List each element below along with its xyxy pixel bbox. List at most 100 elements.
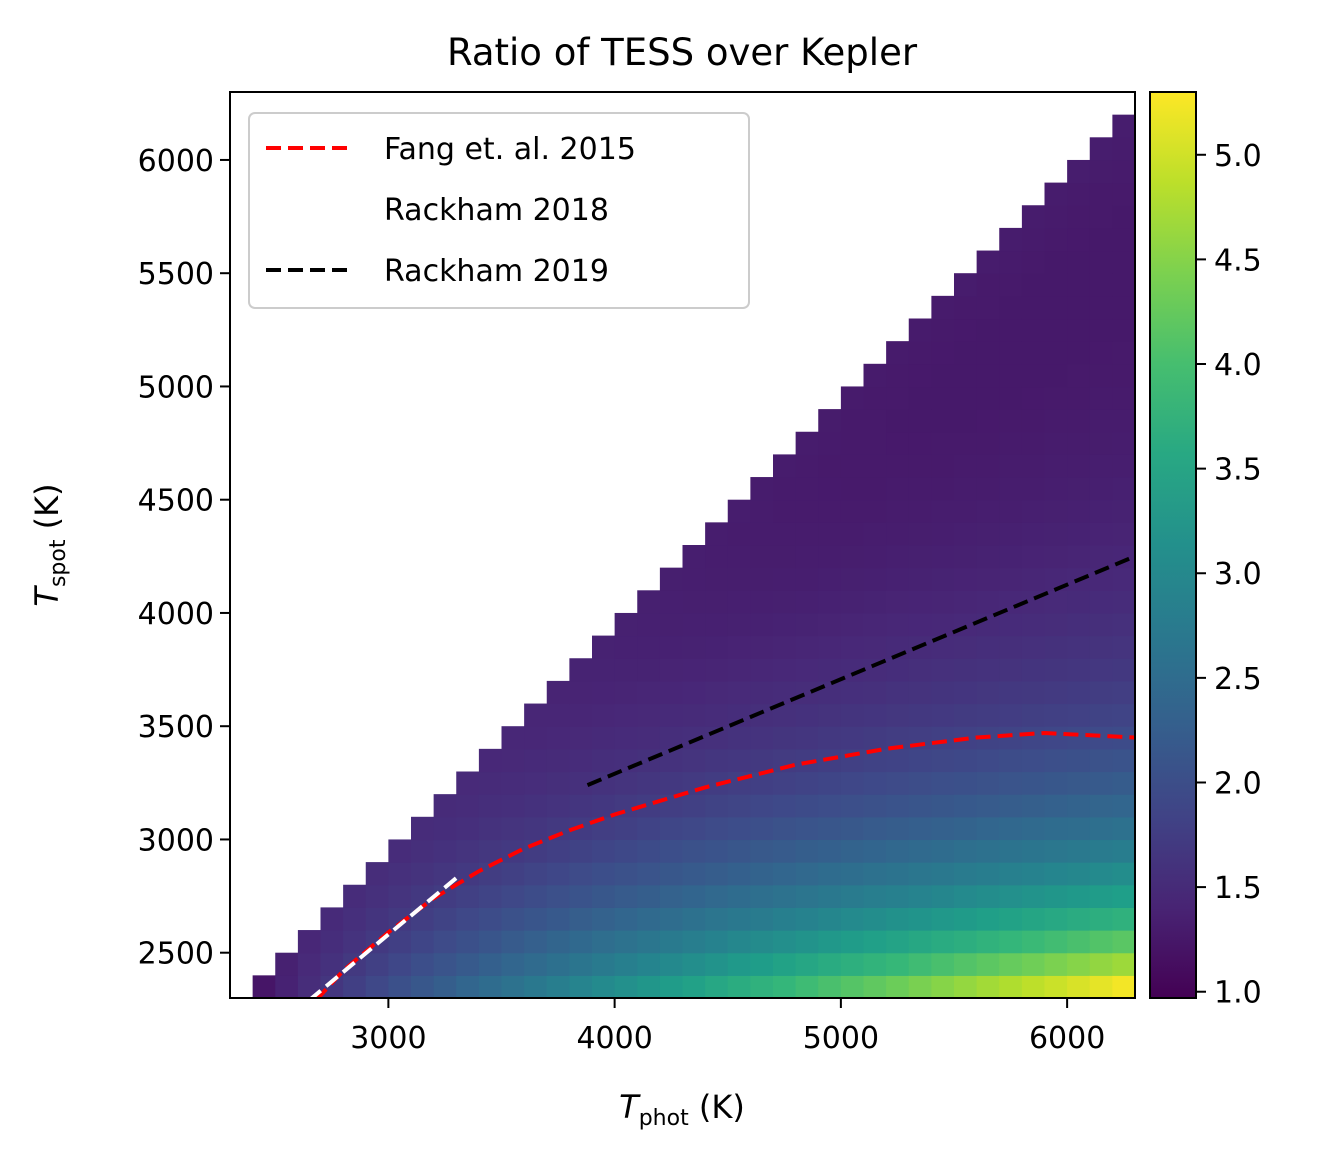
heatmap-cell [705,658,729,682]
heatmap-cell [908,748,932,773]
heatmap-cell [818,590,842,614]
heatmap-cell [1067,703,1091,727]
heatmap-cell [886,930,910,954]
heatmap-cell [931,341,955,365]
heatmap-cell [501,930,525,954]
heatmap-cell [614,930,638,954]
heatmap-cell [456,816,480,841]
heatmap-cell [931,771,955,795]
heatmap-cell [252,975,276,999]
heatmap-cell [773,590,797,614]
heatmap-cell [659,612,684,637]
heatmap-cell [818,545,842,569]
heatmap-cell [727,816,751,841]
heatmap-cell [886,748,910,773]
heatmap-cell [659,726,684,750]
heatmap-cell [1067,726,1091,750]
heatmap-cell [1089,273,1113,297]
heatmap-cell [886,726,910,750]
heatmap-cell [840,680,865,705]
heatmap-cell [931,975,955,999]
heatmap-cell [999,341,1023,365]
heatmap-cell [569,952,593,976]
heatmap-cell [1021,884,1046,908]
colorbar-tick-label: 1.5 [1214,871,1262,906]
heatmap-cell [524,771,548,795]
heatmap-cell [863,839,887,863]
heatmap-cell [275,975,299,999]
heatmap-cell [637,930,661,954]
heatmap-cell [886,816,910,841]
heatmap-cell [365,952,389,976]
heatmap-cell [795,612,819,637]
heatmap-cell [1021,545,1046,569]
heatmap-cell [682,794,706,818]
heatmap-cell [954,386,978,410]
heatmap-cell [659,884,684,908]
heatmap-cell [411,952,435,976]
heatmap-cell [818,794,842,818]
heatmap-cell [1112,816,1136,841]
x-axis-label: Tphot (K) [619,1088,745,1131]
heatmap-cell [569,703,593,727]
heatmap-cell [727,658,751,682]
heatmap-cell [705,839,729,863]
heatmap-cell [863,499,887,523]
heatmap-cell [931,295,955,320]
heatmap-cell [524,703,548,727]
heatmap-cell [524,794,548,818]
heatmap-cell [818,454,842,478]
heatmap-cell [908,884,932,908]
heatmap-cell [818,680,842,705]
heatmap-cell [931,612,955,637]
heatmap-cell [524,726,548,750]
heatmap-cell [1089,590,1113,614]
heatmap-cell [976,839,1000,863]
heatmap-cell [637,612,661,637]
heatmap-cell [546,748,570,773]
heatmap-cell [1067,318,1091,342]
heatmap-cell [999,726,1023,750]
heatmap-cell [886,386,910,410]
heatmap-cell [1112,658,1136,682]
heatmap-cell [773,794,797,818]
heatmap-cell [976,590,1000,614]
heatmap-cell [1021,431,1046,455]
heatmap-cell [999,680,1023,705]
heatmap-cell [1044,431,1068,455]
heatmap-cell [886,794,910,818]
heatmap-cell [478,952,503,976]
heatmap-cell [976,341,1000,365]
heatmap-cell [818,862,842,886]
heatmap-cell [795,658,819,682]
heatmap-cell [682,703,706,727]
heatmap-cell [546,952,570,976]
heatmap-cell [999,522,1023,546]
heatmap-cell [388,952,412,976]
series-line [586,554,1135,787]
heatmap-cell [818,612,842,637]
heatmap-cell [795,884,819,908]
heatmap-cell [343,907,367,931]
heatmap-cell [456,794,480,818]
heatmap-cell [682,680,706,705]
heatmap-cell [976,567,1000,591]
heatmap-cell [773,816,797,841]
heatmap-cell [954,522,978,546]
heatmap-cell [297,952,322,976]
heatmap-cell [886,341,910,365]
heatmap-cell [1021,205,1046,229]
colorbar-tick-label: 3.0 [1214,557,1262,592]
heatmap-cell [524,884,548,908]
heatmap-cell [546,839,570,863]
heatmap-cell [411,839,435,863]
heatmap-cell [659,930,684,954]
heatmap-cell [592,794,616,818]
heatmap-cell [1021,499,1046,523]
heatmap-cell [1044,907,1068,931]
heatmap-cell [1044,703,1068,727]
heatmap-cell [614,748,638,773]
heatmap-cell [954,273,978,297]
heatmap-cell [908,952,932,976]
heatmap-cell [886,658,910,682]
